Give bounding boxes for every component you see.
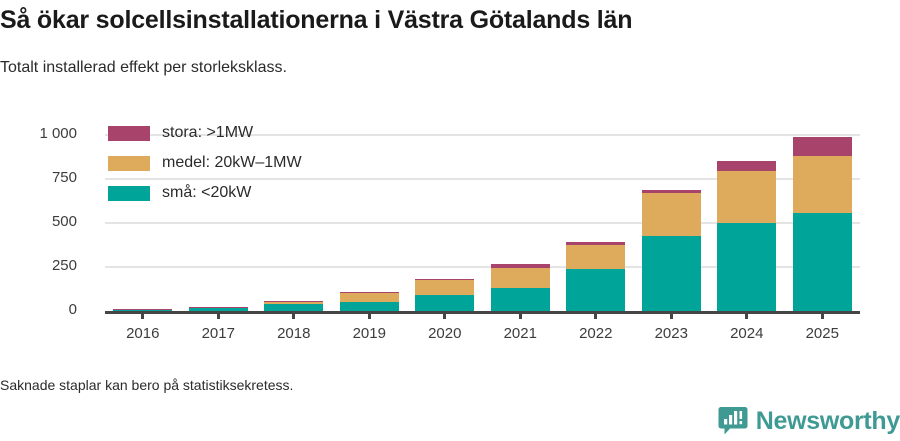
legend-item[interactable]: stora: >1MW xyxy=(108,124,253,142)
legend-item[interactable]: medel: 20kW–1MW xyxy=(108,154,302,172)
legend-swatch xyxy=(108,186,150,201)
legend-item[interactable]: små: <20kW xyxy=(108,184,251,202)
legend-label: stora: >1MW xyxy=(162,124,253,142)
chart-subtitle: Totalt installerad effekt per storlekskl… xyxy=(0,59,287,77)
legend-label: små: <20kW xyxy=(162,184,251,202)
legend-swatch xyxy=(108,126,150,141)
legend-label: medel: 20kW–1MW xyxy=(162,154,302,172)
chart-footnote: Saknade staplar kan bero på statistiksek… xyxy=(0,377,293,393)
legend-swatch xyxy=(108,156,150,171)
newsworthy-logo[interactable]: Newsworthy xyxy=(718,406,900,436)
chart-legend: stora: >1MW medel: 20kW–1MW små: <20kW xyxy=(0,110,900,360)
bar-chart-speech-bubble-icon xyxy=(718,406,748,436)
logo-wordmark: Newsworthy xyxy=(756,407,900,436)
page-title: Så ökar solcellsinstallationerna i Västr… xyxy=(0,6,632,35)
